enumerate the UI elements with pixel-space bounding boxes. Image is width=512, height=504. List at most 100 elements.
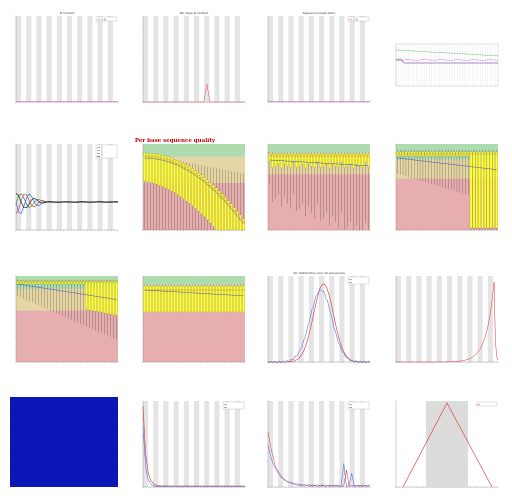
band-good bbox=[396, 144, 498, 160]
box bbox=[236, 211, 239, 231]
box bbox=[280, 153, 283, 169]
chart-svg: % N Sequence Duplication bbox=[267, 11, 371, 103]
box bbox=[185, 164, 188, 202]
box bbox=[143, 285, 146, 313]
box bbox=[19, 280, 22, 285]
box bbox=[170, 285, 173, 313]
box bbox=[61, 280, 64, 285]
box bbox=[49, 280, 52, 285]
box bbox=[239, 214, 242, 231]
grid-stripe bbox=[214, 401, 220, 487]
box bbox=[188, 166, 191, 204]
grid-stripe bbox=[308, 16, 314, 102]
box bbox=[158, 285, 161, 313]
legend-box bbox=[475, 401, 498, 407]
box bbox=[209, 285, 212, 313]
series-line bbox=[395, 58, 498, 64]
box bbox=[149, 153, 152, 183]
grid-stripe bbox=[36, 16, 42, 102]
mean-line bbox=[397, 157, 497, 170]
box bbox=[106, 280, 109, 314]
legend-box bbox=[95, 144, 118, 159]
grid-stripe bbox=[153, 16, 159, 102]
box bbox=[224, 285, 227, 313]
chart-panel bbox=[388, 270, 500, 370]
series-line bbox=[395, 59, 499, 61]
grid-stripe bbox=[36, 144, 42, 230]
box bbox=[334, 153, 337, 167]
box bbox=[115, 280, 118, 316]
mean-line bbox=[144, 157, 244, 225]
box bbox=[316, 153, 319, 163]
box bbox=[489, 151, 493, 229]
grid-stripe bbox=[107, 144, 113, 230]
box bbox=[209, 182, 212, 224]
chart-panel: Per base N content bbox=[135, 10, 247, 110]
grid-stripe bbox=[349, 276, 355, 362]
box bbox=[233, 285, 236, 313]
plot-frame bbox=[395, 43, 499, 87]
chart-svg: Per base N content bbox=[142, 11, 246, 103]
box bbox=[28, 280, 31, 285]
box bbox=[149, 285, 152, 313]
chart-panel bbox=[388, 10, 500, 110]
grid-stripe bbox=[87, 144, 93, 230]
grid-stripe bbox=[436, 276, 442, 362]
box bbox=[185, 285, 188, 313]
box bbox=[227, 200, 230, 231]
box bbox=[221, 193, 224, 231]
box bbox=[230, 203, 233, 231]
box bbox=[176, 285, 179, 313]
grid-stripe bbox=[224, 401, 230, 487]
grid-stripe bbox=[234, 16, 240, 102]
box bbox=[352, 153, 355, 169]
box bbox=[367, 153, 370, 168]
box bbox=[161, 285, 164, 313]
box bbox=[100, 280, 103, 313]
box bbox=[206, 285, 209, 313]
grid-stripe bbox=[224, 16, 230, 102]
chart-svg bbox=[142, 275, 246, 363]
chart-title: GC distribution over all sequences bbox=[293, 271, 345, 275]
box bbox=[492, 151, 495, 229]
box bbox=[355, 153, 358, 165]
chart-panel bbox=[8, 270, 120, 370]
grid-stripe bbox=[406, 276, 412, 362]
grid-stripe bbox=[298, 16, 304, 102]
grid-stripe bbox=[163, 16, 169, 102]
band-fail bbox=[143, 312, 245, 362]
box bbox=[164, 155, 167, 189]
chart-panel: Per base sequence quality bbox=[135, 138, 247, 238]
box bbox=[486, 151, 490, 229]
legend-label: A bbox=[101, 146, 103, 149]
box bbox=[212, 184, 215, 227]
chart-panel: % N Sequence Duplication bbox=[260, 10, 372, 110]
grid-stripe bbox=[298, 276, 304, 362]
box bbox=[277, 153, 280, 165]
grid-band bbox=[426, 401, 468, 487]
band-fail bbox=[396, 178, 498, 230]
box bbox=[64, 280, 67, 285]
box bbox=[481, 151, 484, 229]
box bbox=[143, 152, 146, 182]
grid-stripe bbox=[56, 16, 62, 102]
box bbox=[16, 280, 19, 285]
box bbox=[40, 280, 43, 285]
box bbox=[203, 285, 206, 313]
box bbox=[31, 280, 34, 285]
grid-stripe bbox=[447, 276, 453, 362]
series-line bbox=[267, 288, 371, 364]
grid-stripe bbox=[477, 276, 483, 362]
box bbox=[337, 153, 340, 168]
grid-stripe bbox=[234, 401, 240, 487]
box bbox=[239, 285, 242, 313]
legend-box bbox=[347, 16, 370, 22]
legend-box bbox=[347, 401, 370, 410]
chart-svg bbox=[267, 143, 371, 231]
box bbox=[112, 280, 115, 315]
series-line bbox=[267, 444, 371, 488]
grid-stripe bbox=[487, 276, 493, 362]
box bbox=[179, 161, 182, 197]
box bbox=[76, 280, 79, 285]
